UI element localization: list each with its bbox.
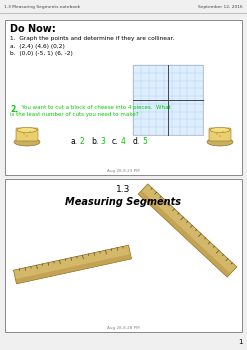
Ellipse shape xyxy=(26,135,28,137)
Text: Aug 28-8:28 PM: Aug 28-8:28 PM xyxy=(107,326,139,330)
Ellipse shape xyxy=(219,135,221,137)
Text: b.: b. xyxy=(91,137,98,146)
Ellipse shape xyxy=(29,131,31,133)
Bar xyxy=(133,65,203,135)
Ellipse shape xyxy=(23,133,25,135)
Polygon shape xyxy=(138,184,237,277)
Text: 1.  Graph the points and determine if they are collinear.: 1. Graph the points and determine if the… xyxy=(10,36,174,41)
Text: 5: 5 xyxy=(142,137,147,146)
Text: Do Now:: Do Now: xyxy=(10,24,56,34)
Text: September 12, 2016: September 12, 2016 xyxy=(198,5,243,9)
Bar xyxy=(5,20,242,175)
Ellipse shape xyxy=(17,127,37,133)
Bar xyxy=(133,65,203,135)
Polygon shape xyxy=(14,245,131,284)
Text: a.: a. xyxy=(70,137,77,146)
Text: 1: 1 xyxy=(239,339,243,345)
Text: a.  (2,4) (4,6) (0,2): a. (2,4) (4,6) (0,2) xyxy=(10,44,65,49)
Text: 2: 2 xyxy=(79,137,84,146)
Polygon shape xyxy=(16,254,131,284)
Text: You want to cut a block of cheese into 4 pieces.  What: You want to cut a block of cheese into 4… xyxy=(18,105,171,110)
Text: 2.: 2. xyxy=(10,105,18,114)
Text: 1.3 Measuring Segments.notebook: 1.3 Measuring Segments.notebook xyxy=(4,5,80,9)
Text: 1.3: 1.3 xyxy=(116,185,130,194)
Text: 3: 3 xyxy=(100,137,105,146)
Text: Aug 28-8:23 PM: Aug 28-8:23 PM xyxy=(107,169,139,173)
Text: d.: d. xyxy=(133,137,140,146)
Polygon shape xyxy=(138,190,230,277)
Text: Measuring Segments: Measuring Segments xyxy=(65,197,181,207)
Text: b.  (0,0) (-5, 1) (6, -2): b. (0,0) (-5, 1) (6, -2) xyxy=(10,51,73,56)
Text: 4: 4 xyxy=(121,137,126,146)
FancyBboxPatch shape xyxy=(16,128,38,141)
Bar xyxy=(5,179,242,332)
Ellipse shape xyxy=(210,127,230,133)
Ellipse shape xyxy=(222,131,224,133)
Ellipse shape xyxy=(14,138,40,146)
Text: is the least number of cuts you need to make?: is the least number of cuts you need to … xyxy=(10,112,139,117)
FancyBboxPatch shape xyxy=(209,128,231,141)
Ellipse shape xyxy=(216,133,218,135)
Ellipse shape xyxy=(207,138,233,146)
Text: c.: c. xyxy=(112,137,119,146)
